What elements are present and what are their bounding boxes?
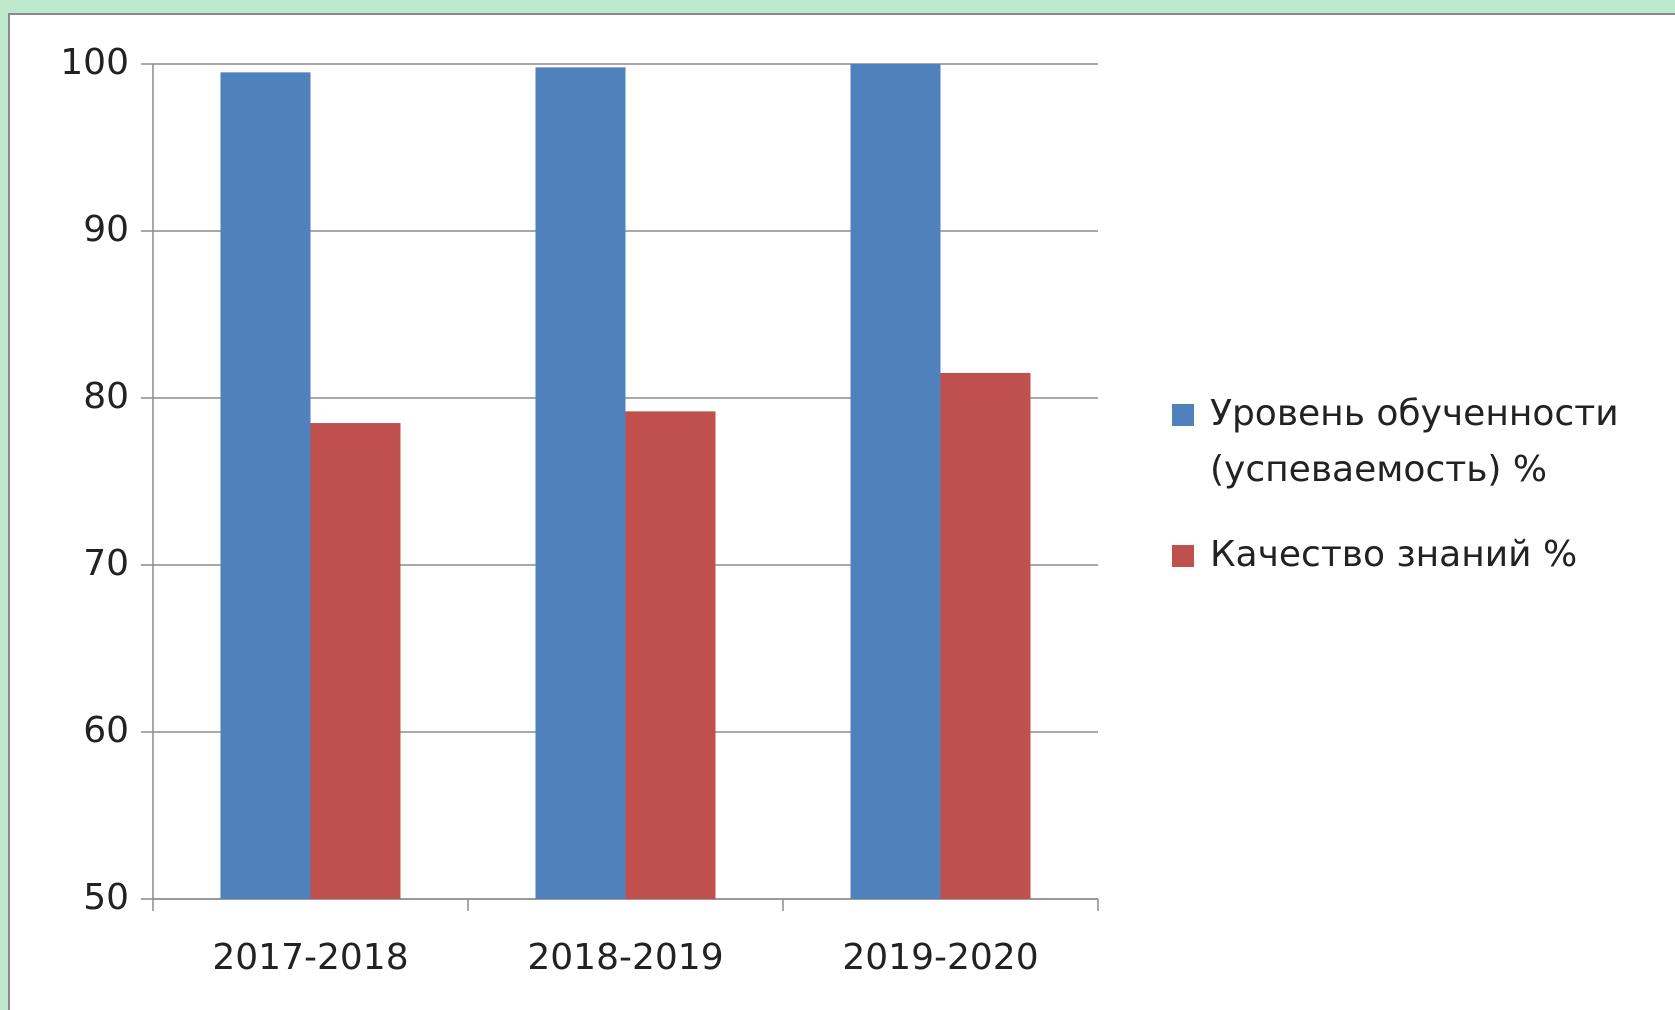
x-tick-label: 2018-2019 (527, 937, 723, 978)
legend-item: Качество знаний % (1172, 527, 1642, 583)
legend-swatch (1172, 545, 1194, 567)
legend-label: Уровень обученности (успеваемость) % (1210, 393, 1619, 490)
y-tick-label: 90 (83, 209, 129, 250)
legend-swatch (1172, 404, 1194, 426)
y-tick-label: 100 (60, 42, 129, 83)
x-tick-label: 2019-2020 (842, 937, 1038, 978)
legend-item: Уровень обученности (успеваемость) % (1172, 386, 1642, 498)
bar (625, 411, 716, 899)
legend-label: Качество знаний % (1210, 534, 1578, 575)
bar (535, 67, 626, 900)
y-tick-label: 50 (83, 877, 129, 918)
bar (850, 64, 941, 899)
bar (940, 372, 1031, 899)
x-tick-label: 2017-2018 (212, 937, 408, 978)
y-tick-label: 80 (83, 376, 129, 417)
bar (310, 423, 401, 899)
y-tick-label: 70 (83, 543, 129, 584)
bar (220, 72, 311, 900)
y-tick-label: 60 (83, 710, 129, 751)
